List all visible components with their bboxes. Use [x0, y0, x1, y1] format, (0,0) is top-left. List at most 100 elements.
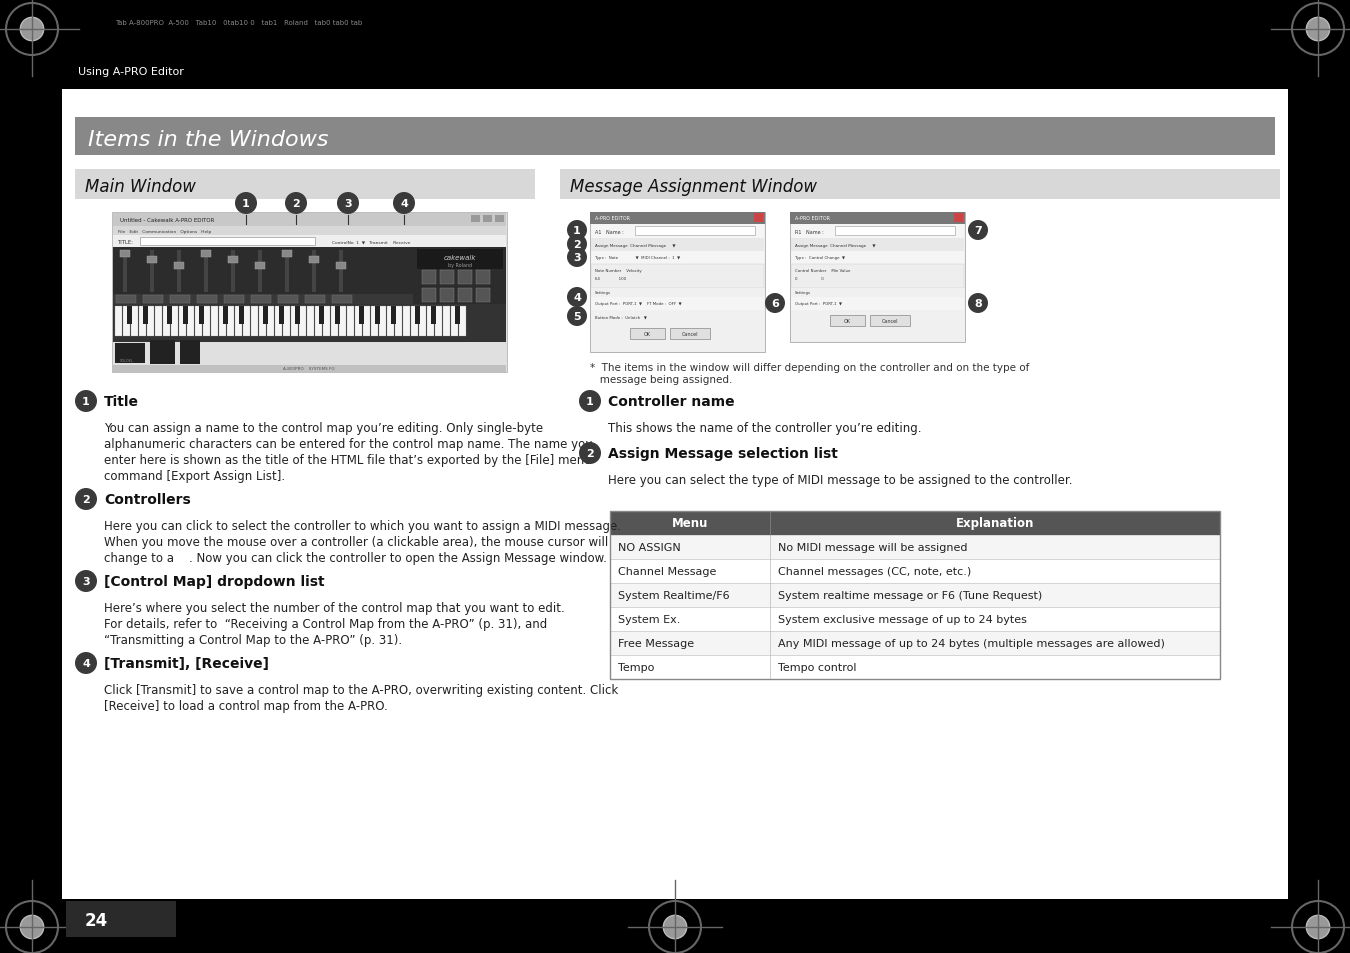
- Bar: [177, 251, 181, 293]
- Bar: [278, 295, 298, 304]
- Bar: [139, 307, 146, 336]
- Bar: [309, 256, 319, 264]
- Text: Assign Message selection list: Assign Message selection list: [608, 447, 838, 460]
- Text: 2: 2: [574, 240, 580, 250]
- Bar: [204, 251, 208, 293]
- Bar: [113, 305, 506, 343]
- Text: Controllers: Controllers: [104, 493, 190, 506]
- Text: 1: 1: [586, 396, 594, 407]
- Bar: [375, 307, 379, 325]
- Text: R1   Name :: R1 Name :: [795, 230, 824, 234]
- Bar: [404, 307, 410, 336]
- Bar: [312, 251, 316, 293]
- Bar: [255, 263, 265, 270]
- Bar: [112, 213, 508, 373]
- Circle shape: [20, 18, 43, 42]
- Bar: [483, 215, 491, 223]
- Text: System realtime message or F6 (Tune Request): System realtime message or F6 (Tune Requ…: [778, 590, 1042, 600]
- Text: Output Port :  PORT-1  ▼: Output Port : PORT-1 ▼: [795, 302, 842, 306]
- Text: Free Message: Free Message: [618, 639, 694, 648]
- Bar: [455, 307, 460, 325]
- Text: [Receive] to load a control map from the A-PRO.: [Receive] to load a control map from the…: [104, 700, 387, 712]
- Bar: [414, 307, 420, 325]
- Text: 3: 3: [82, 577, 90, 586]
- Text: Main Window: Main Window: [85, 178, 196, 195]
- Text: change to a    . Now you can click the controller to open the Assign Message win: change to a . Now you can click the cont…: [104, 552, 608, 564]
- Circle shape: [567, 248, 587, 268]
- Bar: [76, 118, 1274, 156]
- Bar: [477, 271, 490, 285]
- Bar: [170, 295, 190, 304]
- Text: Note Number    Velocity: Note Number Velocity: [595, 269, 641, 273]
- Text: Tempo: Tempo: [618, 662, 655, 672]
- Text: OK: OK: [644, 332, 651, 336]
- Circle shape: [663, 915, 687, 939]
- Bar: [275, 307, 282, 336]
- Bar: [591, 289, 764, 297]
- Bar: [251, 295, 271, 304]
- Text: A-PRO EDITOR: A-PRO EDITOR: [795, 216, 830, 221]
- Bar: [590, 213, 765, 353]
- Bar: [123, 251, 127, 293]
- Bar: [1288, 90, 1350, 899]
- Bar: [670, 329, 710, 339]
- Bar: [790, 213, 965, 343]
- Bar: [123, 307, 130, 336]
- Circle shape: [567, 234, 587, 254]
- Bar: [298, 307, 306, 336]
- Text: Using A-PRO Editor: Using A-PRO Editor: [78, 67, 184, 77]
- Text: 1: 1: [574, 226, 580, 235]
- Bar: [113, 213, 506, 227]
- Text: Button Mode :  Unlatch   ▼: Button Mode : Unlatch ▼: [595, 315, 647, 319]
- Text: *  The items in the window will differ depending on the controller and on the ty: * The items in the window will differ de…: [590, 363, 1029, 384]
- Text: 1: 1: [242, 199, 250, 209]
- Text: by Roland: by Roland: [448, 263, 472, 268]
- Bar: [319, 307, 324, 325]
- Bar: [379, 307, 386, 336]
- Bar: [610, 512, 1220, 679]
- Text: 6: 6: [771, 298, 779, 309]
- Bar: [335, 307, 340, 325]
- Text: No MIDI message will be assigned: No MIDI message will be assigned: [778, 542, 968, 553]
- Bar: [239, 307, 244, 325]
- Bar: [791, 239, 964, 252]
- Text: System Ex.: System Ex.: [618, 615, 680, 624]
- Bar: [224, 295, 244, 304]
- Text: “Transmitting a Control Map to the A-PRO” (p. 31).: “Transmitting a Control Map to the A-PRO…: [104, 634, 402, 646]
- Bar: [120, 251, 130, 257]
- Bar: [387, 307, 394, 336]
- Bar: [223, 307, 228, 325]
- Bar: [167, 307, 171, 325]
- Bar: [363, 307, 370, 336]
- Text: ControlNo  1  ▼   Transmit    Receive: ControlNo 1 ▼ Transmit Receive: [332, 240, 410, 244]
- Bar: [791, 225, 964, 239]
- Circle shape: [1307, 915, 1330, 939]
- Bar: [0, 899, 1350, 953]
- Bar: [227, 307, 234, 336]
- Bar: [869, 315, 910, 327]
- Bar: [285, 251, 289, 293]
- Bar: [418, 307, 427, 336]
- Text: Output Port :  PORT-1  ▼    FT Mode :  OFF  ▼: Output Port : PORT-1 ▼ FT Mode : OFF ▼: [595, 302, 682, 306]
- Bar: [201, 251, 211, 257]
- Text: Settings: Settings: [595, 292, 612, 295]
- Text: A1   Name :: A1 Name :: [595, 230, 624, 234]
- Bar: [495, 215, 504, 223]
- Text: When you move the mouse over a controller (a clickable area), the mouse cursor w: When you move the mouse over a controlle…: [104, 536, 609, 548]
- Text: [Transmit], [Receive]: [Transmit], [Receive]: [104, 657, 269, 670]
- Text: Title: Title: [104, 395, 139, 409]
- Bar: [140, 237, 315, 246]
- Text: 2: 2: [292, 199, 300, 209]
- Text: 3: 3: [344, 199, 352, 209]
- Bar: [591, 297, 764, 311]
- Circle shape: [338, 193, 359, 214]
- Bar: [423, 289, 436, 303]
- Bar: [440, 271, 454, 285]
- Bar: [211, 307, 217, 336]
- Bar: [188, 307, 194, 336]
- Bar: [634, 227, 755, 235]
- Text: Explanation: Explanation: [956, 517, 1034, 530]
- Bar: [396, 307, 402, 336]
- Text: 3: 3: [574, 253, 580, 263]
- Bar: [279, 307, 284, 325]
